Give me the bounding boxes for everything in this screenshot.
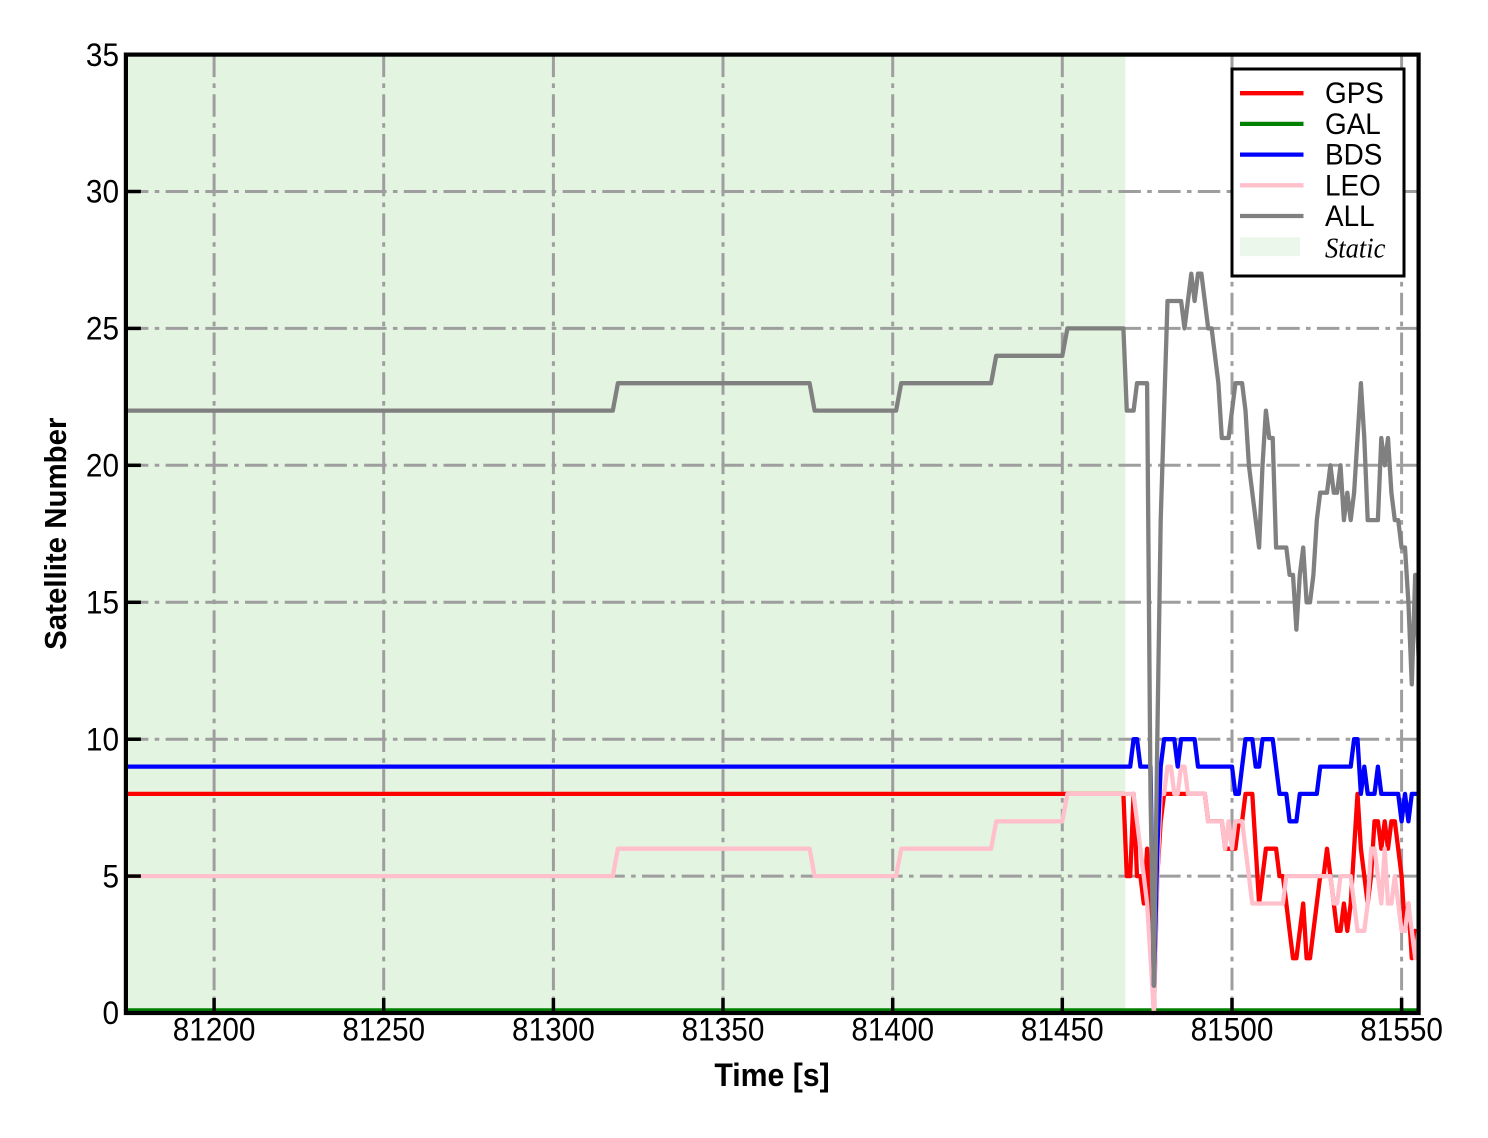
svg-text:81300: 81300 [512,1011,595,1047]
svg-text:81400: 81400 [851,1011,934,1047]
svg-text:81450: 81450 [1021,1011,1104,1047]
svg-text:BDS: BDS [1325,139,1382,172]
svg-text:81250: 81250 [342,1011,425,1047]
svg-text:30: 30 [86,174,119,210]
svg-text:81350: 81350 [682,1011,765,1047]
svg-text:GPS: GPS [1325,77,1384,110]
svg-text:Satellite Number: Satellite Number [39,417,73,650]
svg-text:0: 0 [102,995,119,1031]
svg-text:GAL: GAL [1325,108,1381,141]
svg-text:10: 10 [86,721,119,757]
svg-text:LEO: LEO [1325,169,1381,202]
svg-text:81550: 81550 [1360,1011,1443,1047]
svg-text:35: 35 [86,37,119,73]
svg-text:Time [s]: Time [s] [714,1057,829,1093]
svg-text:ALL: ALL [1325,200,1375,233]
svg-text:25: 25 [86,311,119,347]
svg-text:Static: Static [1325,232,1385,264]
svg-text:81200: 81200 [173,1011,256,1047]
svg-text:5: 5 [102,858,119,894]
svg-text:15: 15 [86,585,119,621]
svg-text:81500: 81500 [1191,1011,1274,1047]
svg-text:20: 20 [86,448,119,484]
